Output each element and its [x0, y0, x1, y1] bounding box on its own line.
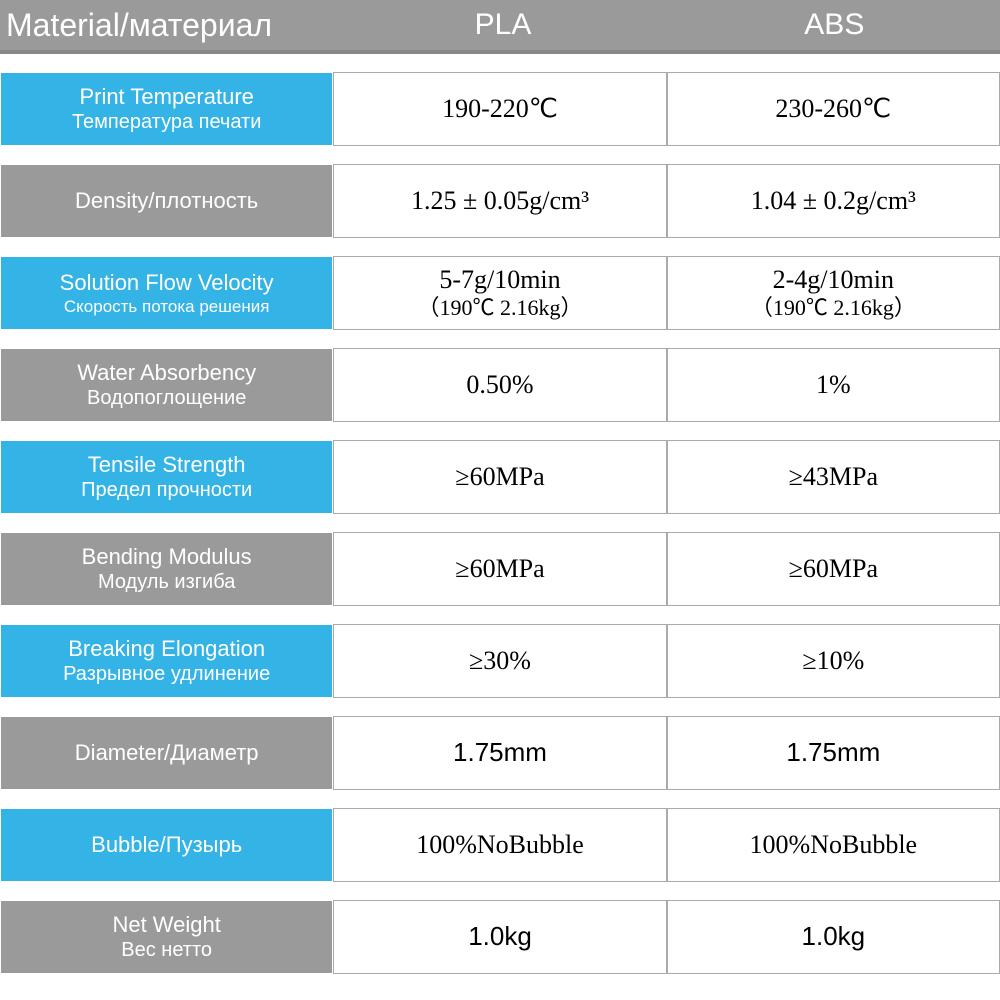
value-abs-main: ≥10%: [802, 645, 864, 676]
row-gap: [0, 698, 1000, 716]
table-row: Solution Flow VelocityСкорость потока ре…: [0, 256, 1000, 330]
table-row: Breaking ElongationРазрывное удлинение ≥3…: [0, 624, 1000, 698]
row-gap: [0, 790, 1000, 808]
row-label-ru: Модуль изгиба: [98, 570, 235, 595]
value-abs: 1.04 ± 0.2g/cm³: [667, 164, 1000, 238]
value-abs-main: ≥60MPa: [789, 553, 878, 584]
value-abs-sub: （190℃ 2.16kg）: [751, 295, 916, 321]
value-pla: 1.75mm: [333, 716, 666, 790]
value-pla-main: 0.50%: [466, 369, 533, 400]
row-label-ru: Предел прочности: [81, 478, 252, 503]
row-label: Solution Flow VelocityСкорость потока ре…: [0, 256, 333, 330]
row-label-ru: Температура печати: [72, 110, 261, 135]
row-label-en: Diameter/Диаметр: [75, 739, 259, 767]
value-pla-main: 100%NoBubble: [416, 829, 584, 860]
table-row: Tensile StrengthПредел прочности ≥60MPa ≥4…: [0, 440, 1000, 514]
row-label-en: Net Weight: [112, 911, 220, 939]
value-abs: 230-260℃: [667, 72, 1000, 146]
row-gap: [0, 422, 1000, 440]
value-abs-main: 1.04 ± 0.2g/cm³: [751, 185, 916, 216]
row-gap: [0, 54, 1000, 72]
value-pla: 0.50%: [333, 348, 666, 422]
row-label-en: Print Temperature: [79, 83, 253, 111]
value-abs: ≥43MPa: [667, 440, 1000, 514]
value-abs-main: 100%NoBubble: [750, 829, 918, 860]
row-gap: [0, 146, 1000, 164]
value-pla-main: ≥60MPa: [455, 461, 544, 492]
row-label-ru: Разрывное удлинение: [63, 662, 270, 687]
row-label-en: Bubble/Пузырь: [91, 831, 242, 859]
table-row: Bubble/Пузырь 100%NoBubble 100%NoBubble: [0, 808, 1000, 882]
value-pla: ≥30%: [333, 624, 666, 698]
value-pla: 190-220℃: [333, 72, 666, 146]
row-label: Tensile StrengthПредел прочности: [0, 440, 333, 514]
row-label-en: Breaking Elongation: [68, 635, 265, 663]
value-abs: 1%: [667, 348, 1000, 422]
value-pla-main: 1.25 ± 0.05g/cm³: [411, 185, 589, 216]
value-abs: ≥60MPa: [667, 532, 1000, 606]
table-row: Density/плотность 1.25 ± 0.05g/cm³ 1.04 ± …: [0, 164, 1000, 238]
value-pla: 1.0kg: [333, 900, 666, 974]
header-col-abs: ABS: [669, 0, 1000, 50]
table-row: Water AbsorbencyВодопоглощение 0.50% 1%: [0, 348, 1000, 422]
row-gap: [0, 606, 1000, 624]
value-pla-main: ≥60MPa: [455, 553, 544, 584]
table-row: Print TemperatureТемпература печати 190-2…: [0, 72, 1000, 146]
value-pla: 5-7g/10min（190℃ 2.16kg）: [333, 256, 666, 330]
row-label: Water AbsorbencyВодопоглощение: [0, 348, 333, 422]
value-pla-main: 5-7g/10min: [439, 264, 560, 295]
row-label: Print TemperatureТемпература печати: [0, 72, 333, 146]
table-header-row: Material/материал PLA ABS: [0, 0, 1000, 54]
value-pla-main: 190-220℃: [442, 93, 558, 124]
row-label: Density/плотность: [0, 164, 333, 238]
value-abs-main: 1.0kg: [802, 921, 866, 952]
row-gap: [0, 514, 1000, 532]
value-pla: ≥60MPa: [333, 532, 666, 606]
row-label: Breaking ElongationРазрывное удлинение: [0, 624, 333, 698]
row-gap: [0, 330, 1000, 348]
value-abs: 1.75mm: [667, 716, 1000, 790]
row-label-ru: Водопоглощение: [87, 386, 246, 411]
value-pla-sub: （190℃ 2.16kg）: [417, 295, 582, 321]
row-label: Bubble/Пузырь: [0, 808, 333, 882]
comparison-table: Material/материал PLA ABS Print Temperat…: [0, 0, 1000, 1000]
value-abs: 1.0kg: [667, 900, 1000, 974]
value-abs-main: 230-260℃: [775, 93, 891, 124]
value-pla: 1.25 ± 0.05g/cm³: [333, 164, 666, 238]
value-abs: 100%NoBubble: [667, 808, 1000, 882]
value-pla-main: 1.75mm: [453, 737, 547, 768]
row-label-en: Water Absorbency: [77, 359, 256, 387]
value-abs-main: 1.75mm: [786, 737, 880, 768]
row-label-en: Tensile Strength: [88, 451, 246, 479]
row-label-en: Solution Flow Velocity: [60, 269, 274, 297]
header-material: Material/материал: [0, 0, 337, 50]
table-row: Bending ModulusМодуль изгиба ≥60MPa ≥60MPa: [0, 532, 1000, 606]
table-row: Net WeightВес нетто 1.0kg 1.0kg: [0, 900, 1000, 974]
value-abs-main: 2-4g/10min: [773, 264, 894, 295]
table-row: Diameter/Диаметр 1.75mm 1.75mm: [0, 716, 1000, 790]
value-pla: ≥60MPa: [333, 440, 666, 514]
value-abs: ≥10%: [667, 624, 1000, 698]
row-label-ru: Вес нетто: [121, 938, 212, 963]
row-label: Net WeightВес нетто: [0, 900, 333, 974]
header-col-pla: PLA: [337, 0, 668, 50]
table-body: Print TemperatureТемпература печати 190-2…: [0, 54, 1000, 974]
value-pla-main: ≥30%: [469, 645, 531, 676]
value-abs: 2-4g/10min（190℃ 2.16kg）: [667, 256, 1000, 330]
value-abs-main: ≥43MPa: [789, 461, 878, 492]
value-pla: 100%NoBubble: [333, 808, 666, 882]
row-label-ru: Скорость потока решения: [64, 296, 270, 317]
row-label-en: Density/плотность: [75, 187, 258, 215]
row-label: Bending ModulusМодуль изгиба: [0, 532, 333, 606]
value-pla-main: 1.0kg: [468, 921, 532, 952]
row-gap: [0, 238, 1000, 256]
row-label-en: Bending Modulus: [82, 543, 252, 571]
value-abs-main: 1%: [816, 369, 851, 400]
row-gap: [0, 882, 1000, 900]
row-label: Diameter/Диаметр: [0, 716, 333, 790]
